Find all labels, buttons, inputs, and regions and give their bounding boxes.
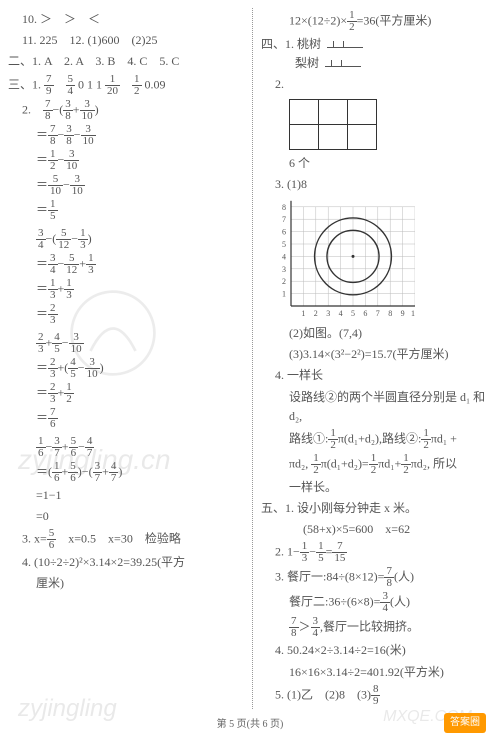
svg-text:4: 4 [339,309,343,318]
svg-text:4: 4 [282,252,286,261]
coord-chart: 1234567891012345678 [275,198,492,320]
svg-text:3: 3 [326,309,330,318]
q2d-step: =1−1 [8,486,246,505]
svg-text:7: 7 [376,309,380,318]
q2-step: 2. 78−(38+310) [8,99,246,122]
svg-text:8: 8 [388,309,392,318]
r-q4: 4. 一样长 [261,366,492,385]
svg-text:2: 2 [314,309,318,318]
s5-5: 5. (1)乙 (2)8 (3)89 [261,684,492,707]
r-q2-ans: 6 个 [261,154,492,173]
q2-step: ＝510−310 [8,174,246,197]
q2c-step: ＝23+12 [8,382,246,405]
r-q2: 2. [261,75,492,94]
page-footer: 第 5 页(共 6 页) [8,717,492,733]
q4b: 厘米) [8,574,246,593]
s5-1: (58+x)×5=600 x=62 [261,520,492,539]
svg-text:3: 3 [282,265,286,274]
q2-step: ＝12−310 [8,149,246,172]
r-q4-l: 一样长。 [261,478,492,497]
q2b-step: ＝13+13 [8,278,246,301]
r-q3: 3. (1)8 [261,175,492,194]
q2b-step: ＝23 [8,303,246,326]
ans-11-12: 11. 225 12. (1)600 (2)25 [8,31,246,50]
s5-2: 2. 1−13−15=715 [261,541,492,564]
answer-badge: 答案圈 [444,713,486,733]
r-q4-l: πd₂, 12π(d₁+d₂)=12πd₁+12πd₂, 所以 [261,453,492,476]
q2c-step: ＝23+(45−310) [8,357,246,380]
svg-text:8: 8 [282,203,286,212]
s5-4b: 16×16×3.14÷2=401.92(平方米) [261,663,492,682]
svg-text:7: 7 [282,215,286,224]
s5-3b: 餐厅二:36÷(6×8)=34(人) [261,591,492,614]
r-q4-l: 设路线②的两个半圆直径分别是 d₁ 和 d₂, [261,388,492,426]
s5-4a: 4. 50.24×2÷3.14÷2=16(米) [261,641,492,660]
svg-text:2: 2 [282,277,286,286]
s5-3a: 3. 餐厅一:84÷(8×12)=78(人) [261,566,492,589]
svg-text:6: 6 [282,228,286,237]
svg-text:9: 9 [401,309,405,318]
ans-10: 10. ＞ ＞ ＜ [8,10,246,29]
q2-step: ＝78−38−310 [8,124,246,147]
svg-text:1: 1 [282,290,286,299]
svg-text:10: 10 [411,309,415,318]
section-5: 五、1. 设小刚每分钟走 x 米。 [261,499,492,518]
svg-text:1: 1 [301,309,305,318]
section-4: 四、1. 桃树 梨树 [261,35,492,73]
q3: 3. x=56 x=0.5 x=30 检验略 [8,528,246,551]
q2c-step: 23+45−310 [8,332,246,355]
q2b-step: 34−(512−13) [8,228,246,251]
s5-3c: 78＞34,餐厅一比较拥挤。 [261,616,492,639]
svg-text:5: 5 [351,309,355,318]
q2b-step: ＝34−512+13 [8,253,246,276]
right-column: 12×(12÷2)×12=36(平方厘米) 四、1. 桃树 梨树 2. 6 个 … [252,8,492,709]
q2d-step: =0 [8,507,246,526]
r-top: 12×(12÷2)×12=36(平方厘米) [261,10,492,33]
q2c-step: ＝76 [8,407,246,430]
left-column: 10. ＞ ＞ ＜ 11. 225 12. (1)600 (2)25 二、1. … [8,8,246,709]
svg-text:5: 5 [282,240,286,249]
rect-grid [289,99,377,150]
section-2: 二、1. A 2. A 3. B 4. C 5. C [8,52,246,71]
section-3-1: 三、1. 79 54 0 1 1 120 12 0.09 [8,74,246,97]
r-q3-2: (2)如图。(7,4) [261,324,492,343]
q4: 4. (10÷2÷2)²×3.14×2=39.25(平方 [8,553,246,572]
q2d-step: ＝(16+56)−(37+47) [8,461,246,484]
q2d-step: 16−37+56−47 [8,436,246,459]
q2-step: ＝15 [8,199,246,222]
r-q4-l: 路线①:12π(d₁+d₂),路线②:12πd₁ + [261,428,492,451]
svg-text:6: 6 [363,309,367,318]
r-q3-3: (3)3.14×(3²−2²)=15.7(平方厘米) [261,345,492,364]
